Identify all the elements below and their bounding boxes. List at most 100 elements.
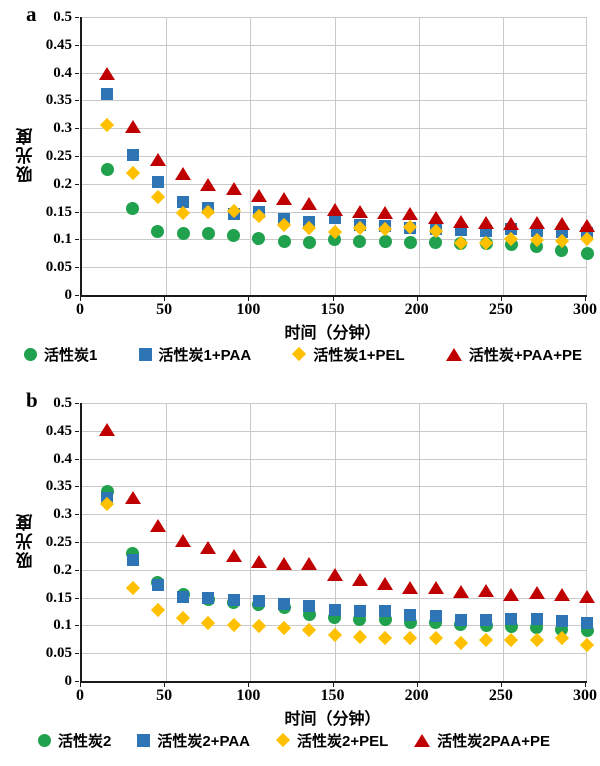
triangle-marker bbox=[200, 178, 217, 192]
x-tick-label: 250 bbox=[488, 687, 513, 704]
y-tick-label: 0.1 bbox=[53, 617, 72, 634]
triangle-marker bbox=[301, 197, 318, 211]
x-tick-label: 50 bbox=[156, 301, 173, 318]
x-tick-mark bbox=[332, 297, 334, 301]
y-tick-mark bbox=[75, 267, 79, 269]
diamond-marker bbox=[175, 205, 191, 220]
y-tick-mark bbox=[75, 239, 79, 241]
square-marker bbox=[151, 579, 164, 592]
legend-item-label: 活性炭+PAA+PE bbox=[468, 346, 582, 364]
y-tick-label: 0.15 bbox=[45, 203, 72, 220]
square-marker bbox=[177, 195, 189, 208]
diamond-marker bbox=[529, 633, 544, 648]
x-tick-label: 300 bbox=[573, 301, 597, 318]
square-marker bbox=[126, 553, 139, 566]
circle-marker bbox=[429, 235, 442, 249]
gridline bbox=[166, 403, 167, 681]
gridline bbox=[82, 100, 587, 101]
triangle-marker bbox=[553, 587, 570, 601]
gridline bbox=[82, 128, 587, 129]
x-axis-title-b: 时间（分钟） bbox=[284, 711, 381, 728]
x-tick-mark bbox=[500, 683, 502, 687]
y-tick-mark bbox=[75, 17, 79, 18]
y-tick-mark bbox=[75, 183, 79, 185]
y-tick-mark bbox=[75, 430, 79, 432]
triangle-marker bbox=[175, 534, 191, 548]
square-marker bbox=[252, 595, 265, 608]
y-tick-mark bbox=[75, 542, 79, 543]
plot-area-b bbox=[80, 403, 595, 683]
gridline bbox=[335, 17, 336, 295]
triangle-marker bbox=[503, 587, 520, 601]
gridline bbox=[82, 514, 587, 515]
triangle-marker bbox=[427, 580, 444, 594]
diamond-marker bbox=[150, 189, 165, 204]
diamond-marker bbox=[327, 627, 342, 642]
x-tick-mark bbox=[164, 683, 166, 687]
legend-item: 活性炭+PAA+PE bbox=[445, 344, 582, 365]
diamond-marker bbox=[428, 630, 443, 645]
y-tick-mark bbox=[75, 211, 79, 213]
diamond-marker bbox=[276, 621, 292, 636]
gridline bbox=[82, 403, 587, 404]
triangle-marker bbox=[99, 67, 116, 81]
triangle-marker bbox=[250, 555, 267, 569]
triangle-marker bbox=[579, 219, 595, 233]
gridline bbox=[166, 17, 167, 295]
circle-legend-icon bbox=[38, 733, 51, 747]
x-tick-mark bbox=[332, 683, 334, 687]
circle-marker bbox=[353, 234, 367, 248]
y-tick-label: 0.05 bbox=[45, 645, 72, 662]
y-tick-label: 0.3 bbox=[53, 120, 72, 137]
square-marker bbox=[404, 609, 417, 622]
square-marker bbox=[303, 600, 316, 613]
triangle-marker bbox=[149, 152, 166, 166]
y-tick-mark bbox=[75, 458, 79, 460]
diamond-legend-icon bbox=[292, 346, 307, 362]
y-tick-label: 0.25 bbox=[45, 148, 72, 164]
gridline bbox=[82, 431, 587, 432]
x-tick-mark bbox=[248, 683, 250, 687]
circle-marker bbox=[555, 244, 569, 258]
legend-b: 活性炭2 活性炭2+PAA 活性炭2+PEL 活性炭2PAA+PE bbox=[0, 727, 600, 753]
diamond-marker bbox=[453, 636, 468, 651]
triangle-marker bbox=[402, 207, 419, 221]
y-tick-label: 0.35 bbox=[45, 92, 72, 109]
x-tick-label: 0 bbox=[76, 301, 84, 318]
circle-marker bbox=[126, 202, 139, 216]
chart-panel-a: a 吸光度 时间（分钟） 活性炭1 活性炭1+PAA 活性炭1+PEL 活性炭+PAA… bbox=[0, 0, 600, 380]
diamond-marker bbox=[175, 611, 191, 626]
x-tick-label: 300 bbox=[573, 687, 597, 704]
circle-marker bbox=[378, 234, 392, 248]
triangle-marker bbox=[200, 541, 217, 555]
y-tick-label: 0.2 bbox=[53, 561, 72, 578]
square-marker bbox=[126, 149, 139, 162]
plot-area-a bbox=[80, 17, 595, 297]
triangle-marker bbox=[377, 577, 393, 591]
triangle-marker bbox=[250, 189, 267, 203]
circle-marker bbox=[227, 229, 240, 242]
diamond-marker bbox=[226, 618, 241, 633]
y-tick-mark bbox=[75, 486, 79, 488]
diamond-marker bbox=[251, 618, 266, 634]
y-tick-label: 0.15 bbox=[45, 589, 72, 606]
gridline bbox=[82, 542, 587, 543]
legend-item-label: 活性炭1+PEL bbox=[313, 346, 405, 364]
x-tick-label: 150 bbox=[320, 687, 345, 704]
x-tick-label: 150 bbox=[320, 301, 345, 318]
circle-marker bbox=[252, 232, 266, 246]
gridline bbox=[82, 45, 587, 46]
x-tick-label: 100 bbox=[236, 687, 261, 704]
triangle-marker bbox=[553, 217, 570, 231]
y-tick-label: 0.4 bbox=[53, 450, 72, 467]
diamond-marker bbox=[504, 633, 519, 648]
square-marker bbox=[454, 613, 467, 626]
diamond-marker bbox=[352, 629, 367, 644]
legend-item-label: 活性炭1 bbox=[44, 346, 98, 364]
x-tick-label: 250 bbox=[488, 301, 513, 318]
y-tick-mark bbox=[75, 128, 79, 130]
square-marker bbox=[328, 603, 341, 616]
triangle-marker bbox=[402, 580, 419, 594]
legend-item: 活性炭2+PAA bbox=[137, 730, 250, 751]
y-tick-label: 0.1 bbox=[53, 231, 72, 248]
